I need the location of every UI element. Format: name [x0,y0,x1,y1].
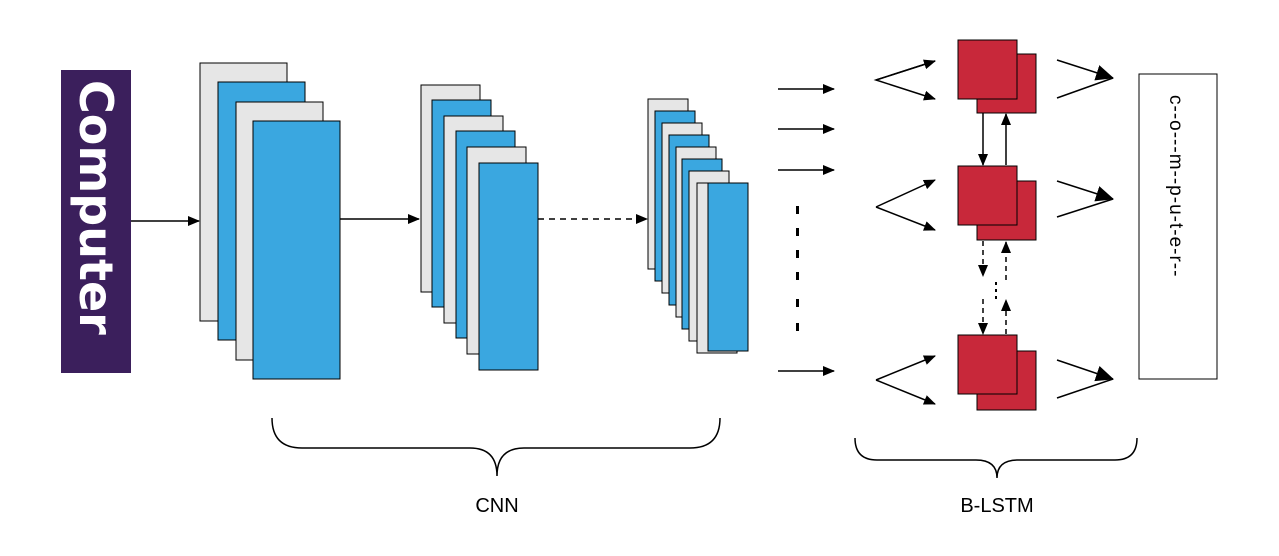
lstm-cell-2 [957,165,1037,241]
lstm-recurrent-arrows [978,113,1011,335]
cnn-layer-2 [420,84,539,371]
input-image: Computer [61,70,131,373]
blstm-brace [854,437,1138,479]
lstm-cell-1 [957,39,1037,114]
sequence-ellipsis [796,206,799,331]
lstm-cell-3 [957,334,1037,411]
cnn-brace [271,417,721,477]
cnn-label: CNN [475,495,518,517]
sequence-arrows [778,84,835,376]
blstm-label: B-LSTM [960,495,1033,517]
output-box: c--o---m--p-u-t-e-r-- [1138,73,1218,380]
lstm-input-arrows [873,59,936,405]
cnn-layer-3 [647,98,749,354]
output-sequence: c--o---m--p-u-t-e-r-- [1165,95,1186,277]
lstm-vertical-ellipsis [995,282,997,299]
lstm-output-arrows [1056,59,1114,399]
cnn-layer-1 [199,62,341,380]
input-word: Computer [69,80,123,335]
